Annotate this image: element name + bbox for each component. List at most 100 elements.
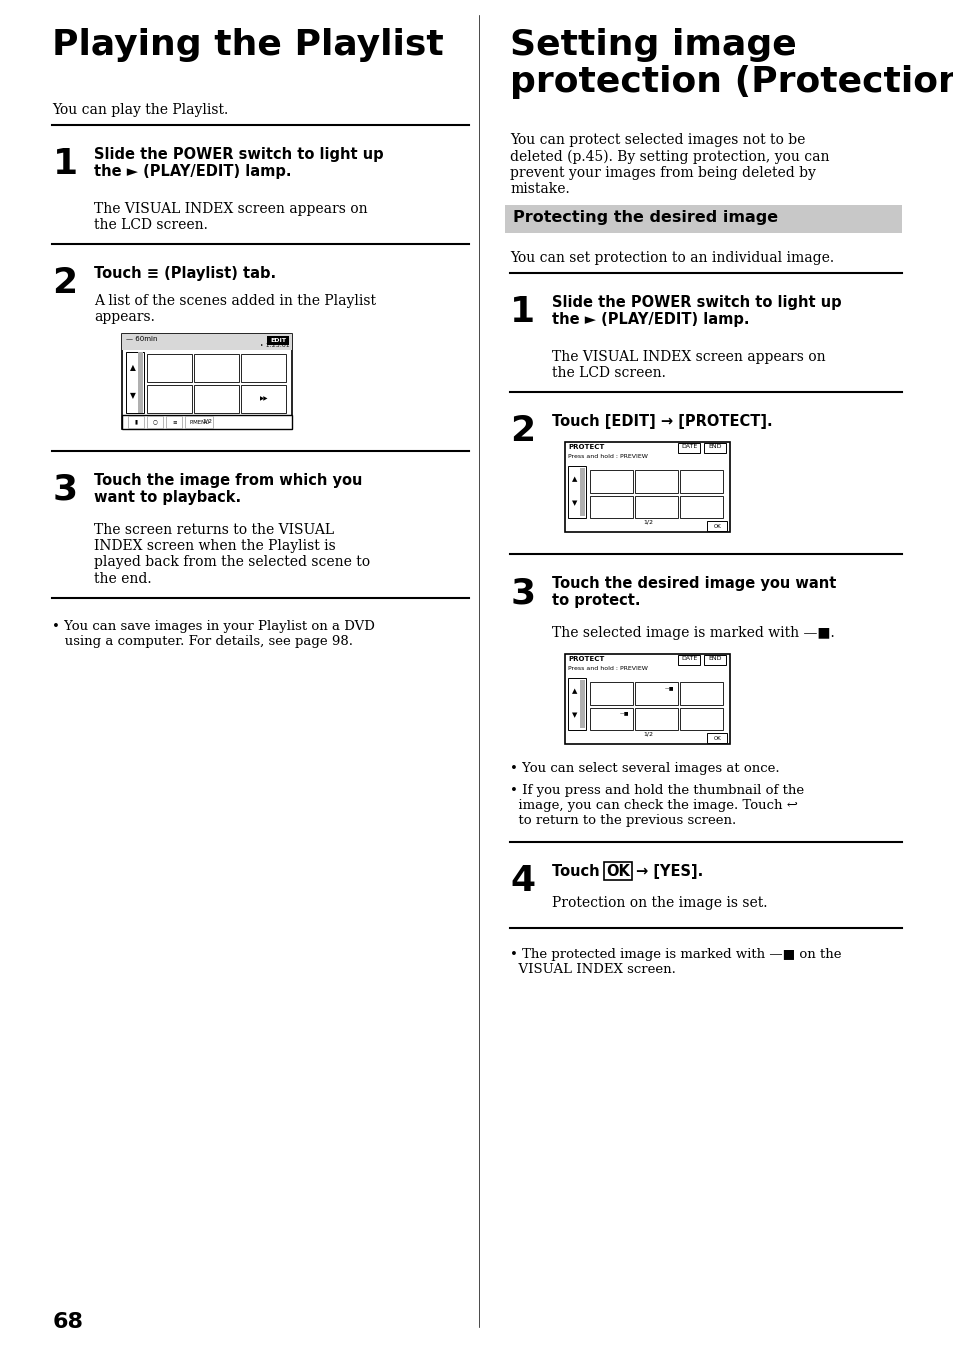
- Bar: [678, 442, 700, 453]
- Text: 3: 3: [510, 575, 535, 611]
- Bar: [148, 385, 193, 413]
- Text: → [YES].: → [YES].: [636, 864, 703, 879]
- Bar: [590, 495, 633, 518]
- Bar: [267, 337, 289, 345]
- Text: END: END: [708, 445, 721, 449]
- Bar: [122, 334, 293, 350]
- Text: Protecting the desired image: Protecting the desired image: [513, 210, 778, 225]
- Text: Protection on the image is set.: Protection on the image is set.: [552, 896, 767, 911]
- Bar: [678, 655, 700, 665]
- Bar: [129, 417, 144, 427]
- Bar: [122, 415, 293, 429]
- Bar: [706, 733, 726, 744]
- Text: OK: OK: [713, 524, 720, 528]
- Text: ▲: ▲: [572, 688, 577, 693]
- Text: —■: —■: [619, 711, 629, 715]
- Text: • You can save images in your Playlist on a DVD
   using a computer. For details: • You can save images in your Playlist o…: [52, 620, 375, 649]
- Text: You can set protection to an individual image.: You can set protection to an individual …: [510, 251, 834, 265]
- Text: A list of the scenes added in the Playlist
appears.: A list of the scenes added in the Playli…: [94, 294, 376, 324]
- Text: 1: 1: [510, 294, 535, 328]
- Text: EDIT: EDIT: [271, 338, 286, 343]
- Text: ▲: ▲: [130, 362, 135, 372]
- Text: 3: 3: [52, 474, 77, 508]
- Text: ‣ 1:23:01: ‣ 1:23:01: [259, 343, 289, 347]
- Bar: [166, 417, 182, 427]
- Text: • You can select several images at once.: • You can select several images at once.: [510, 763, 780, 775]
- Bar: [590, 707, 633, 730]
- Text: —■: —■: [664, 685, 674, 689]
- Text: Press and hold : PREVIEW: Press and hold : PREVIEW: [568, 666, 648, 670]
- Bar: [706, 521, 726, 531]
- Text: The VISUAL INDEX screen appears on
the LCD screen.: The VISUAL INDEX screen appears on the L…: [94, 202, 368, 232]
- Bar: [185, 417, 213, 427]
- Bar: [148, 354, 193, 383]
- Bar: [194, 354, 239, 383]
- Bar: [241, 385, 286, 413]
- Bar: [679, 495, 722, 518]
- Text: 4: 4: [510, 864, 535, 898]
- Text: You can protect selected images not to be
deleted (p.45). By setting protection,: You can protect selected images not to b…: [510, 133, 829, 195]
- Text: P.MENU: P.MENU: [189, 419, 210, 425]
- Text: ▮: ▮: [134, 419, 138, 425]
- Bar: [194, 385, 239, 413]
- Text: DATE: DATE: [680, 657, 697, 661]
- Bar: [148, 417, 163, 427]
- Bar: [138, 353, 143, 413]
- Text: The screen returns to the VISUAL
INDEX screen when the Playlist is
played back f: The screen returns to the VISUAL INDEX s…: [94, 522, 370, 586]
- Text: ▶▶: ▶▶: [259, 396, 268, 402]
- Bar: [565, 654, 730, 744]
- Bar: [679, 707, 722, 730]
- Text: ▼: ▼: [572, 501, 577, 506]
- Text: ▼: ▼: [572, 712, 577, 718]
- Bar: [127, 353, 144, 413]
- Bar: [604, 862, 632, 879]
- Bar: [703, 655, 725, 665]
- Bar: [568, 465, 586, 518]
- Bar: [635, 707, 678, 730]
- Text: 2: 2: [52, 266, 77, 300]
- Text: 1: 1: [52, 147, 77, 180]
- Text: 1/2: 1/2: [642, 520, 652, 525]
- Bar: [568, 678, 586, 730]
- Text: OK: OK: [713, 735, 720, 741]
- Bar: [590, 683, 633, 704]
- Bar: [635, 470, 678, 493]
- Text: 1/2: 1/2: [642, 731, 652, 737]
- Bar: [505, 205, 901, 233]
- Text: ○: ○: [152, 419, 157, 425]
- Text: ▼: ▼: [130, 391, 135, 400]
- Bar: [679, 683, 722, 704]
- Text: 2: 2: [510, 414, 535, 448]
- Text: The selected image is marked with —■.: The selected image is marked with —■.: [552, 626, 834, 641]
- Bar: [579, 468, 585, 516]
- Text: Slide the POWER switch to light up
the ► (PLAY/EDIT) lamp.: Slide the POWER switch to light up the ►…: [94, 147, 384, 179]
- Text: PROTECT: PROTECT: [568, 444, 604, 451]
- Text: PROTECT: PROTECT: [568, 655, 604, 662]
- Text: Touch [EDIT] → [PROTECT].: Touch [EDIT] → [PROTECT].: [552, 414, 772, 429]
- Text: Touch the image from which you
want to playback.: Touch the image from which you want to p…: [94, 474, 362, 505]
- Bar: [635, 683, 678, 704]
- Text: Touch the desired image you want
to protect.: Touch the desired image you want to prot…: [552, 575, 836, 608]
- Text: Touch ≡ (Playlist) tab.: Touch ≡ (Playlist) tab.: [94, 266, 276, 281]
- Bar: [679, 470, 722, 493]
- Text: OK: OK: [606, 863, 630, 878]
- Text: You can play the Playlist.: You can play the Playlist.: [52, 103, 229, 117]
- Text: The VISUAL INDEX screen appears on
the LCD screen.: The VISUAL INDEX screen appears on the L…: [552, 350, 825, 380]
- Text: Playing the Playlist: Playing the Playlist: [52, 28, 444, 62]
- Bar: [122, 334, 293, 429]
- Text: • The protected image is marked with —■ on the
  VISUAL INDEX screen.: • The protected image is marked with —■ …: [510, 949, 841, 976]
- Text: • If you press and hold the thumbnail of the
  image, you can check the image. T: • If you press and hold the thumbnail of…: [510, 784, 803, 826]
- Text: Press and hold : PREVIEW: Press and hold : PREVIEW: [568, 455, 648, 459]
- Text: ≡: ≡: [172, 419, 176, 425]
- Text: DATE: DATE: [680, 445, 697, 449]
- Text: Slide the POWER switch to light up
the ► (PLAY/EDIT) lamp.: Slide the POWER switch to light up the ►…: [552, 294, 841, 327]
- Bar: [590, 470, 633, 493]
- Text: ▲: ▲: [572, 476, 577, 482]
- Text: 1/2: 1/2: [202, 418, 213, 423]
- Bar: [565, 442, 730, 532]
- Bar: [703, 442, 725, 453]
- Text: END: END: [708, 657, 721, 661]
- Text: — 60min: — 60min: [127, 337, 158, 342]
- Text: 68: 68: [52, 1312, 83, 1333]
- Bar: [241, 354, 286, 383]
